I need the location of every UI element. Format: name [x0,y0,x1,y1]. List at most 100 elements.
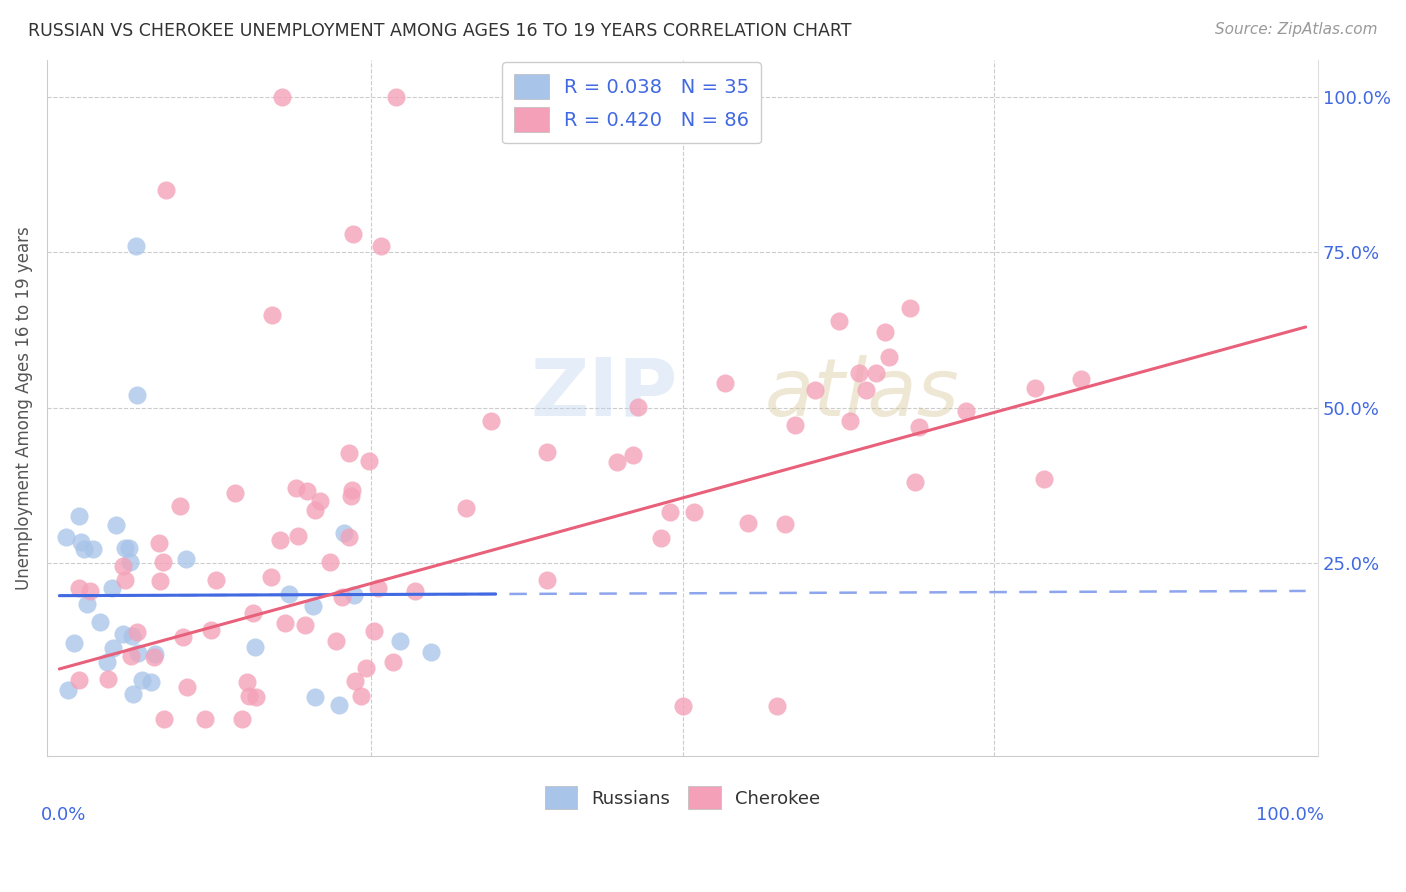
Point [111,627,134,641]
Point [122,687,145,701]
Point [388,634,411,648]
Point [97,673,120,687]
Point [294,618,316,632]
Point [650,532,672,546]
Point [606,455,628,469]
Point [245,690,267,704]
Point [114,541,136,555]
Point [142,649,165,664]
Point [714,376,737,390]
Point [55,530,77,544]
Point [340,483,363,498]
Point [536,573,558,587]
Point [274,616,297,631]
Point [124,239,146,253]
Point [105,517,128,532]
Point [89,615,111,629]
Point [325,634,347,648]
Point [112,559,135,574]
Point [205,573,228,587]
Point [224,486,246,500]
Point [96,656,118,670]
Point [242,606,264,620]
Point [766,699,789,714]
Point [838,414,860,428]
Point [67,673,90,687]
Point [73,542,96,557]
Point [131,673,153,687]
Point [70,535,93,549]
Point [82,542,104,557]
Point [875,325,897,339]
Point [384,90,406,104]
Point [235,675,257,690]
Point [231,712,253,726]
Point [67,581,90,595]
Point [155,183,177,197]
Point [67,508,90,523]
Point [828,314,851,328]
Text: RUSSIAN VS CHEROKEE UNEMPLOYMENT AMONG AGES 16 TO 19 YEARS CORRELATION CHART: RUSSIAN VS CHEROKEE UNEMPLOYMENT AMONG A… [28,22,852,40]
Text: ZIP: ZIP [530,355,678,433]
Point [898,301,921,316]
Point [330,590,353,604]
Point [1024,381,1046,395]
Point [262,308,284,322]
Point [342,588,364,602]
Point [56,682,79,697]
Point [148,536,170,550]
Point [907,420,929,434]
Point [176,680,198,694]
Point [737,516,759,531]
Text: Source: ZipAtlas.com: Source: ZipAtlas.com [1215,22,1378,37]
Point [319,555,342,569]
Point [658,504,681,518]
Point [143,647,166,661]
Point [141,675,163,690]
Point [419,645,441,659]
Point [682,505,704,519]
Point [103,640,125,655]
Point [120,648,142,663]
Point [174,551,197,566]
Point [855,383,877,397]
Point [671,699,693,714]
Point [153,712,176,726]
Point [343,673,366,688]
Legend: Russians, Cherokee: Russians, Cherokee [537,779,828,817]
Point [63,635,86,649]
Point [169,499,191,513]
Point [200,623,222,637]
Point [277,587,299,601]
Point [354,661,377,675]
Point [297,484,319,499]
Point [865,367,887,381]
Point [1033,472,1056,486]
Point [775,517,797,532]
Point [127,646,149,660]
Text: 0.0%: 0.0% [41,806,86,824]
Text: atlas: atlas [765,355,960,433]
Text: 100.0%: 100.0% [1257,806,1324,824]
Point [904,475,927,490]
Point [301,599,323,614]
Point [309,493,332,508]
Point [172,630,194,644]
Point [367,581,389,595]
Point [152,555,174,569]
Point [456,500,478,515]
Point [328,698,350,712]
Point [955,404,977,418]
Point [350,689,373,703]
Point [76,597,98,611]
Point [382,656,405,670]
Point [536,445,558,459]
Point [363,624,385,639]
Point [285,481,308,495]
Point [259,570,281,584]
Point [804,384,827,398]
Point [337,446,360,460]
Point [304,503,326,517]
Point [621,448,644,462]
Point [270,90,292,104]
